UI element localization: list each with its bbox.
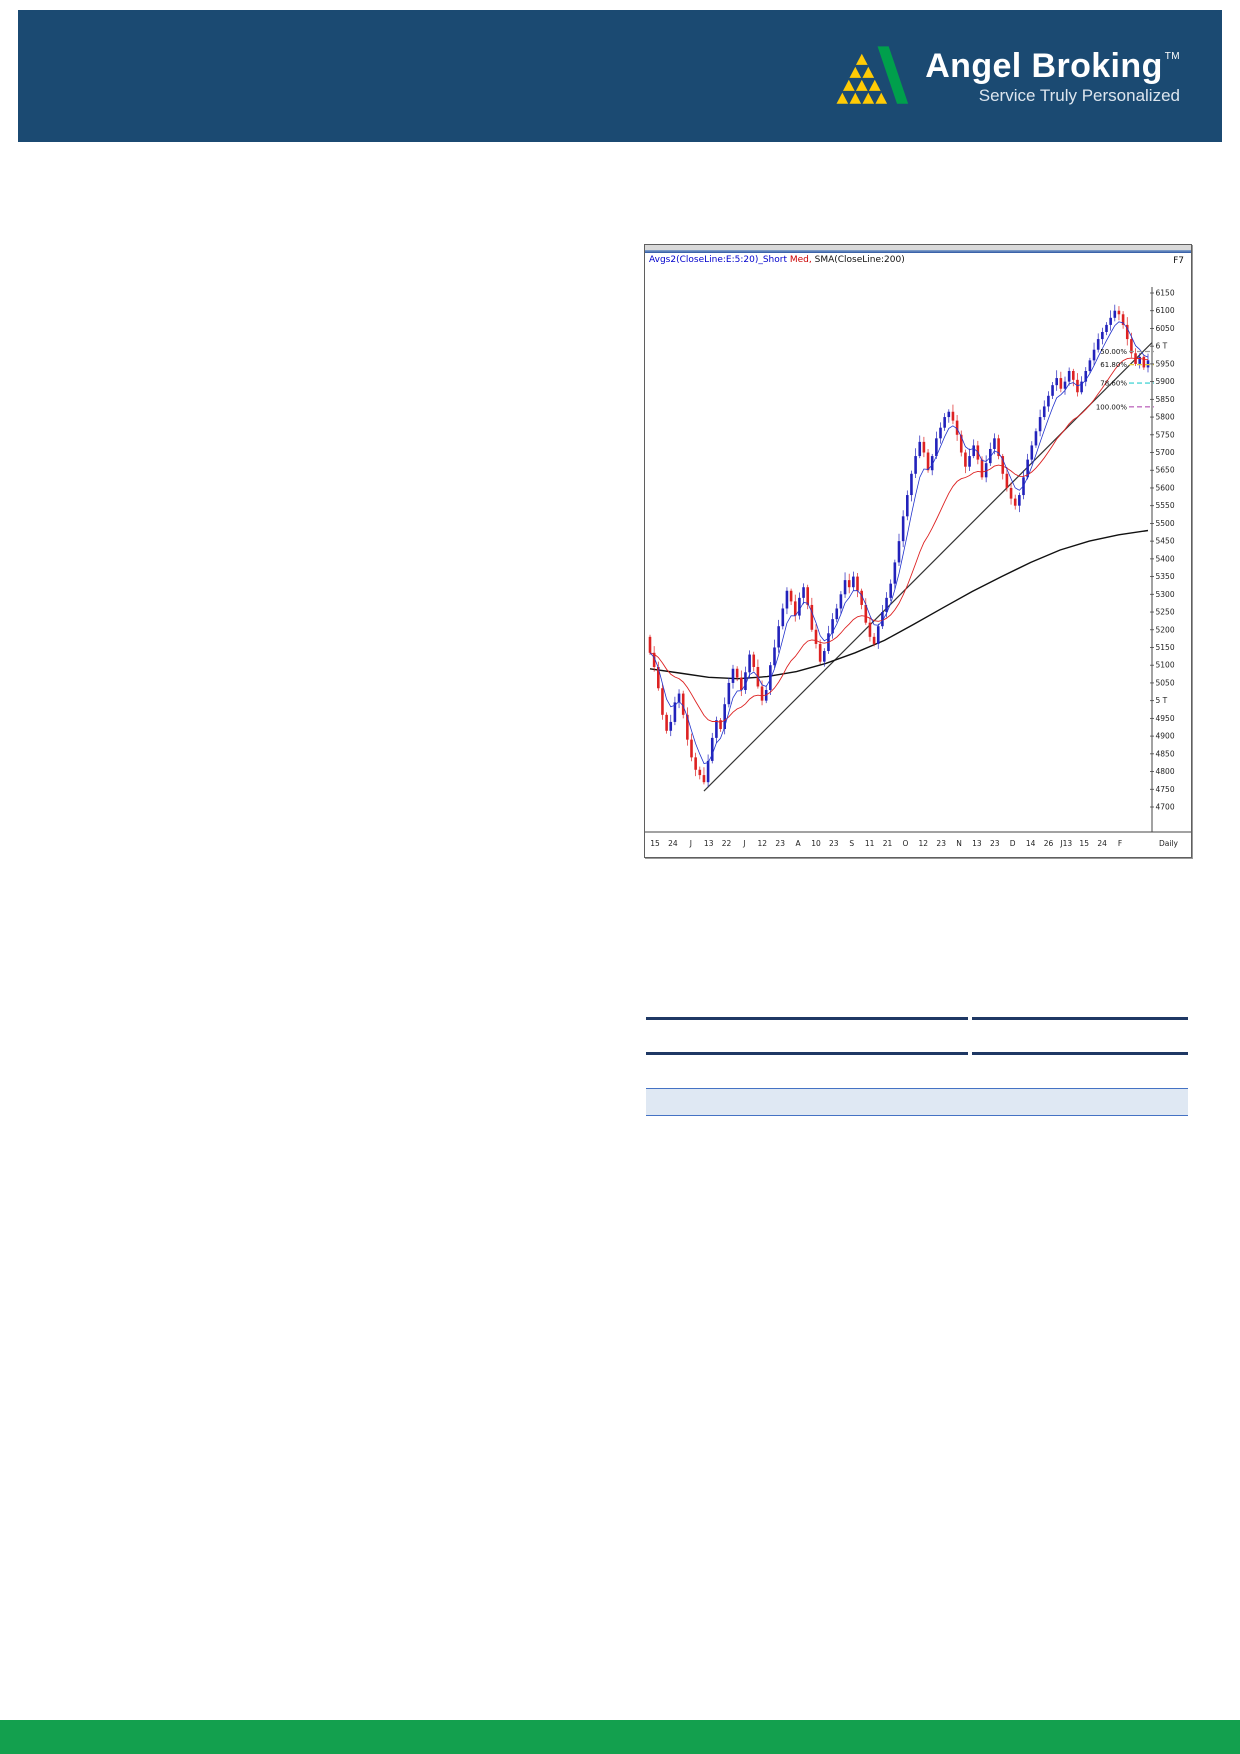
ema-fast-line xyxy=(649,321,1149,764)
svg-text:5050: 5050 xyxy=(1156,678,1175,687)
svg-text:6 T: 6 T xyxy=(1156,342,1168,351)
price-chart-window: Avgs2(CloseLine:E:5:20)_Short Med, SMA(C… xyxy=(644,244,1192,858)
svg-text:A: A xyxy=(796,839,802,848)
svg-text:78.60%: 78.60% xyxy=(1100,380,1127,388)
svg-text:50.00%: 50.00% xyxy=(1100,348,1127,356)
svg-text:5150: 5150 xyxy=(1156,643,1175,652)
svg-text:5550: 5550 xyxy=(1156,501,1175,510)
brand-logo: Angel Broking TM Service Truly Personaliz… xyxy=(834,45,1180,107)
header-bar: Angel Broking TM Service Truly Personaliz… xyxy=(18,10,1222,142)
logo-pyramid-icon xyxy=(836,46,909,104)
svg-text:12: 12 xyxy=(919,839,929,848)
svg-text:10: 10 xyxy=(811,839,821,848)
svg-text:5450: 5450 xyxy=(1156,537,1175,546)
svg-text:F: F xyxy=(1118,839,1122,848)
svg-text:5700: 5700 xyxy=(1156,448,1175,457)
table-rule-mid-left xyxy=(646,1052,968,1055)
svg-text:11: 11 xyxy=(865,839,875,848)
svg-text:S: S xyxy=(849,839,854,848)
svg-text:6100: 6100 xyxy=(1156,306,1175,315)
svg-text:J: J xyxy=(742,839,745,848)
trademark-mark: TM xyxy=(1164,50,1180,62)
chart-plot-area: 50.00% 61.80% 78.60% 100.00% 6150 6100 6050 6 T… xyxy=(645,287,1191,848)
table-rule-mid-right xyxy=(972,1052,1188,1055)
table-rule-mid xyxy=(646,1052,1188,1055)
table-rule-top-right xyxy=(972,1017,1188,1020)
svg-text:24: 24 xyxy=(668,839,678,848)
svg-text:5100: 5100 xyxy=(1156,661,1175,670)
svg-text:15: 15 xyxy=(1079,839,1089,848)
svg-text:4850: 4850 xyxy=(1156,749,1175,758)
fibonacci-levels: 50.00% 61.80% 78.60% 100.00% xyxy=(1096,348,1154,411)
svg-text:O: O xyxy=(902,839,908,848)
brand-name: Angel Broking TM xyxy=(925,46,1180,85)
svg-text:23: 23 xyxy=(936,839,946,848)
svg-text:5350: 5350 xyxy=(1156,572,1175,581)
svg-text:4700: 4700 xyxy=(1156,803,1175,812)
svg-text:22: 22 xyxy=(722,839,732,848)
svg-text:5250: 5250 xyxy=(1156,608,1175,617)
chart-fkey-label: F7 xyxy=(1173,256,1184,266)
price-axis: 6150 6100 6050 6 T 5950 5900 5850 5800 5750 5700 5… xyxy=(645,287,1191,833)
chart-legend: Avgs2(CloseLine:E:5:20)_Short Med, SMA(C… xyxy=(645,253,1191,269)
svg-text:14: 14 xyxy=(1026,839,1036,848)
table-header-band xyxy=(646,1088,1188,1116)
svg-text:13: 13 xyxy=(704,839,714,848)
svg-text:5300: 5300 xyxy=(1156,590,1175,599)
svg-text:6050: 6050 xyxy=(1156,324,1175,333)
svg-text:5950: 5950 xyxy=(1156,359,1175,368)
svg-text:5850: 5850 xyxy=(1156,395,1175,404)
svg-text:5200: 5200 xyxy=(1156,625,1175,634)
ema-slow-line xyxy=(649,357,1149,723)
footer-bar xyxy=(0,1720,1240,1754)
svg-text:12: 12 xyxy=(758,839,768,848)
brand-tagline: Service Truly Personalized xyxy=(978,85,1180,105)
svg-text:24: 24 xyxy=(1097,839,1107,848)
svg-text:4750: 4750 xyxy=(1156,785,1175,794)
svg-text:61.80%: 61.80% xyxy=(1100,361,1127,369)
svg-text:J13: J13 xyxy=(1059,839,1072,848)
svg-text:5800: 5800 xyxy=(1156,413,1175,422)
svg-text:23: 23 xyxy=(775,839,785,848)
legend-series-short: Avgs2(CloseLine:E:5:20)_Short xyxy=(649,255,790,265)
chart-title-bar xyxy=(645,250,1191,253)
svg-text:13: 13 xyxy=(972,839,982,848)
brand-text-block: Angel Broking TM Service Truly Personaliz… xyxy=(925,49,1180,104)
svg-text:23: 23 xyxy=(990,839,1000,848)
svg-text:4950: 4950 xyxy=(1156,714,1175,723)
table-rule-top xyxy=(646,1017,1188,1020)
svg-text:5500: 5500 xyxy=(1156,519,1175,528)
svg-text:23: 23 xyxy=(829,839,839,848)
svg-text:100.00%: 100.00% xyxy=(1096,403,1127,411)
time-axis: 15 24 J 13 22 J 12 23 A 10 23 S 11 21 O 12 23 N 13 23 D 14 26 J… xyxy=(650,839,1178,848)
svg-text:N: N xyxy=(956,839,962,848)
table-rule-top-left xyxy=(646,1017,968,1020)
svg-text:26: 26 xyxy=(1044,839,1054,848)
svg-text:J: J xyxy=(689,839,692,848)
svg-text:D: D xyxy=(1010,839,1016,848)
svg-text:15: 15 xyxy=(650,839,660,848)
timeframe-label: Daily xyxy=(1159,839,1179,848)
svg-text:4900: 4900 xyxy=(1156,732,1175,741)
svg-text:6150: 6150 xyxy=(1156,289,1175,298)
svg-text:5600: 5600 xyxy=(1156,483,1175,492)
svg-text:5900: 5900 xyxy=(1156,377,1175,386)
svg-text:5 T: 5 T xyxy=(1156,696,1168,705)
legend-series-sma: SMA(CloseLine:200) xyxy=(811,255,905,265)
svg-text:21: 21 xyxy=(883,839,893,848)
svg-text:4800: 4800 xyxy=(1156,767,1175,776)
svg-text:5650: 5650 xyxy=(1156,466,1175,475)
legend-series-med: Med, xyxy=(789,255,812,265)
svg-text:5750: 5750 xyxy=(1156,430,1175,439)
svg-text:5400: 5400 xyxy=(1156,554,1175,563)
chart-toolbar-strip xyxy=(645,245,1191,250)
